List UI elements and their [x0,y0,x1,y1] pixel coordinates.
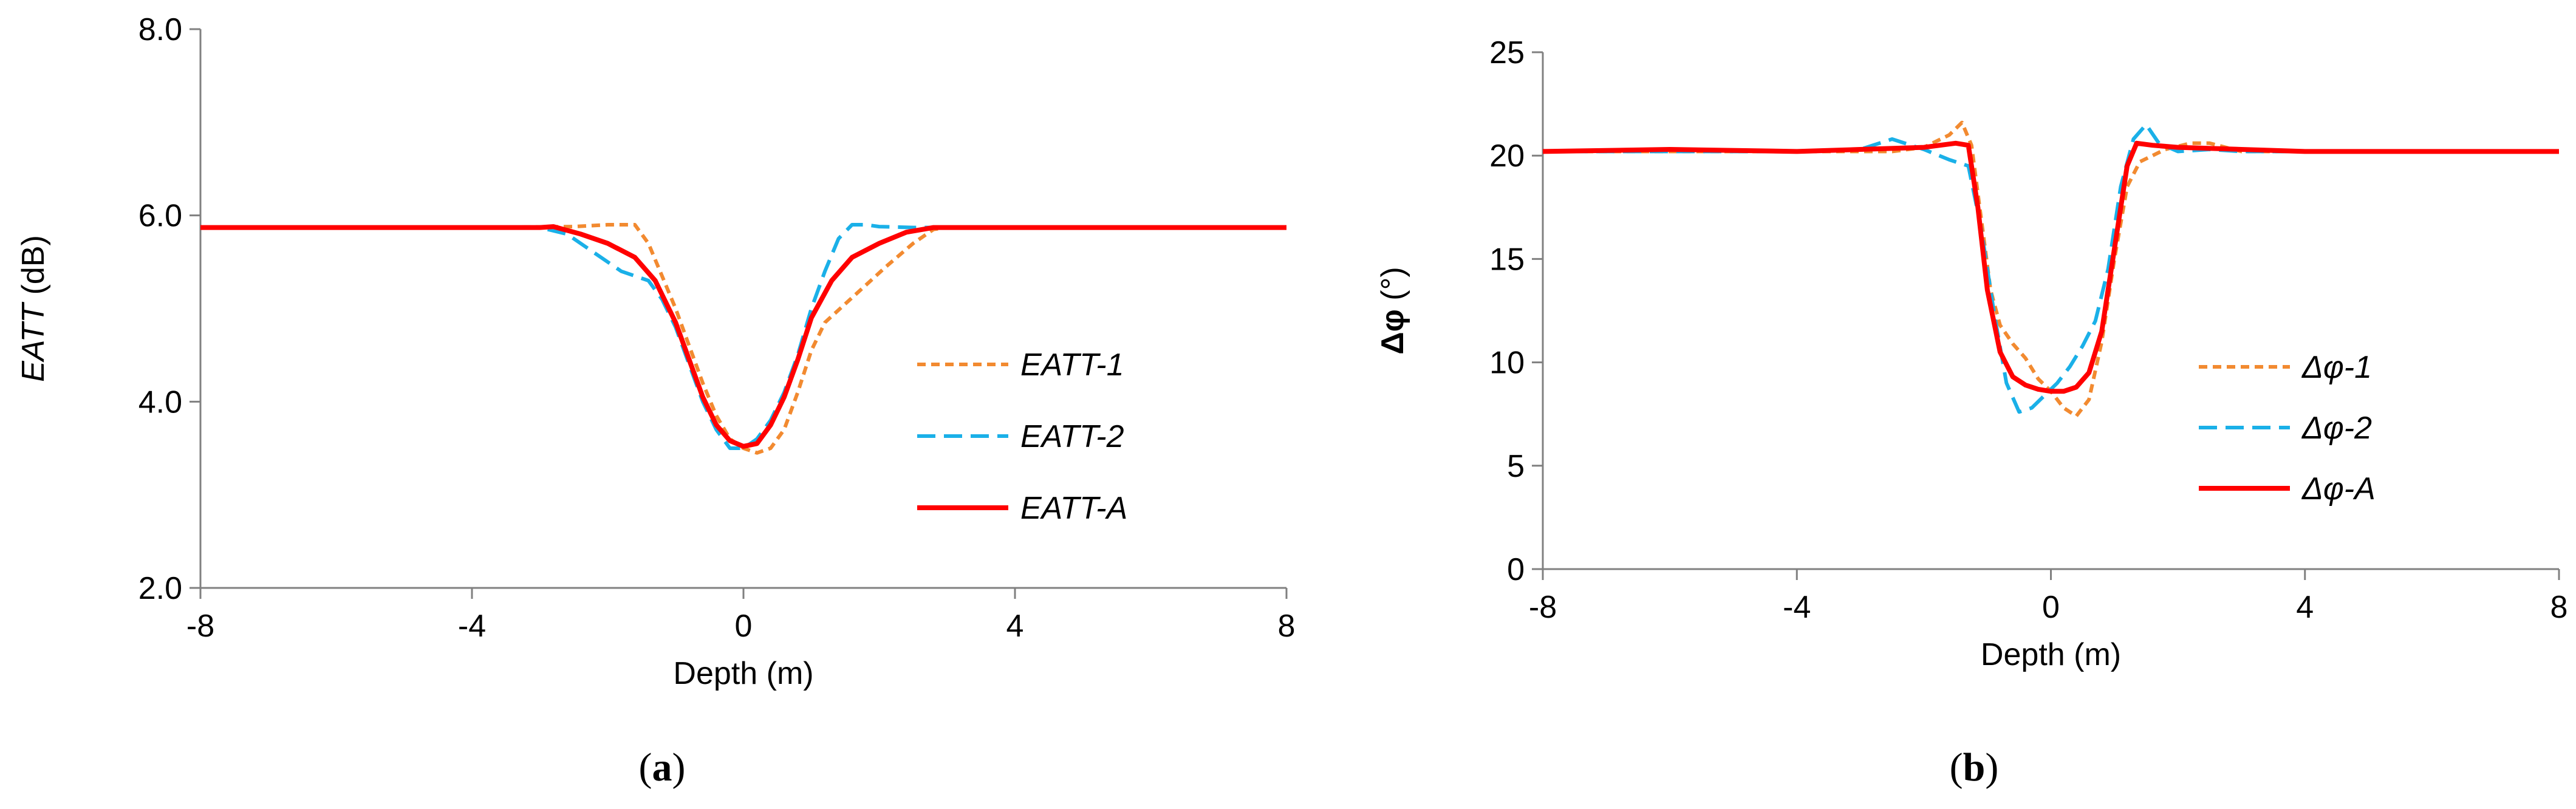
chart-a-caption: (a) [639,745,686,790]
chart-a-x-tick-label: 4 [1006,609,1024,644]
chart-a-y-tick-label: 4.0 [138,384,182,420]
chart-a-y-axis-title: EATT (dB) [16,235,51,382]
chart-b-legend-label-1: Δφ-1 [2301,350,2372,385]
chart-b-y-axis-title: Δφ (°) [1375,267,1410,354]
chart-b-svg: 0 5 10 15 20 25 -8 -4 0 4 8 Depth (m) Δφ (°) Δφ-1 Δφ-2… [1375,35,2568,790]
chart-a-x-axis-title: Depth (m) [673,656,813,691]
chart-b-legend-label-2: Δφ-2 [2301,411,2372,446]
chart-b-series-line-2 [1543,123,2559,414]
chart-a-y-tick-label: 2.0 [138,571,182,606]
chart-a-x-tick-label: -8 [186,609,214,644]
chart-a-x-tick-label: 0 [735,609,753,644]
chart-a-legend-label-3: EATT-A [1020,491,1127,526]
chart-b-y-tick-label: 5 [1507,449,1525,484]
chart-b-x-axis-title: Depth (m) [1981,637,2121,672]
chart-panel-b: 0 5 10 15 20 25 -8 -4 0 4 8 Depth (m) Δφ (°) Δφ-1 Δφ-2… [1324,0,2576,809]
chart-b-y-tick-label: 0 [1507,552,1525,587]
chart-a-series-line-2 [200,223,1286,450]
chart-b-series-line-1 [1543,120,2559,418]
chart-b-x-tick-label: 0 [2042,590,2060,625]
chart-b-x-tick-label: 4 [2296,590,2314,625]
chart-a-series-line-1 [200,223,1286,455]
chart-a-y-tick-label: 8.0 [138,12,182,47]
chart-b-x-tick-label: 8 [2550,590,2568,625]
chart-b-y-tick-label: 15 [1489,242,1525,277]
chart-a-legend-label-2: EATT-2 [1020,419,1124,454]
chart-b-series-line-3 [1542,140,2559,394]
chart-a-x-tick-label: -4 [458,609,486,644]
chart-a-svg: 2.0 4.0 6.0 8.0 -8 -4 0 4 8 Depth (m) EATT (dB) EAT… [16,12,1296,790]
chart-b-x-tick-label: -4 [1783,590,1811,625]
chart-panel-a: 2.0 4.0 6.0 8.0 -8 -4 0 4 8 Depth (m) EATT (dB) EAT… [16,12,1296,790]
chart-b-y-tick-label: 20 [1489,138,1525,174]
chart-b-legend-label-3: Δφ-A [2301,471,2376,507]
chart-a-x-tick-label: 8 [1278,609,1296,644]
chart-a-series-line-3 [200,224,1286,449]
chart-a-legend-label-1: EATT-1 [1020,347,1124,383]
chart-a-y-tick-label: 6.0 [138,199,182,234]
chart-b-x-tick-label: -8 [1529,590,1557,625]
chart-b-y-tick-label: 10 [1489,346,1525,381]
chart-b-caption: (b) [1950,745,1999,790]
chart-b-y-tick-label: 25 [1489,35,1525,70]
